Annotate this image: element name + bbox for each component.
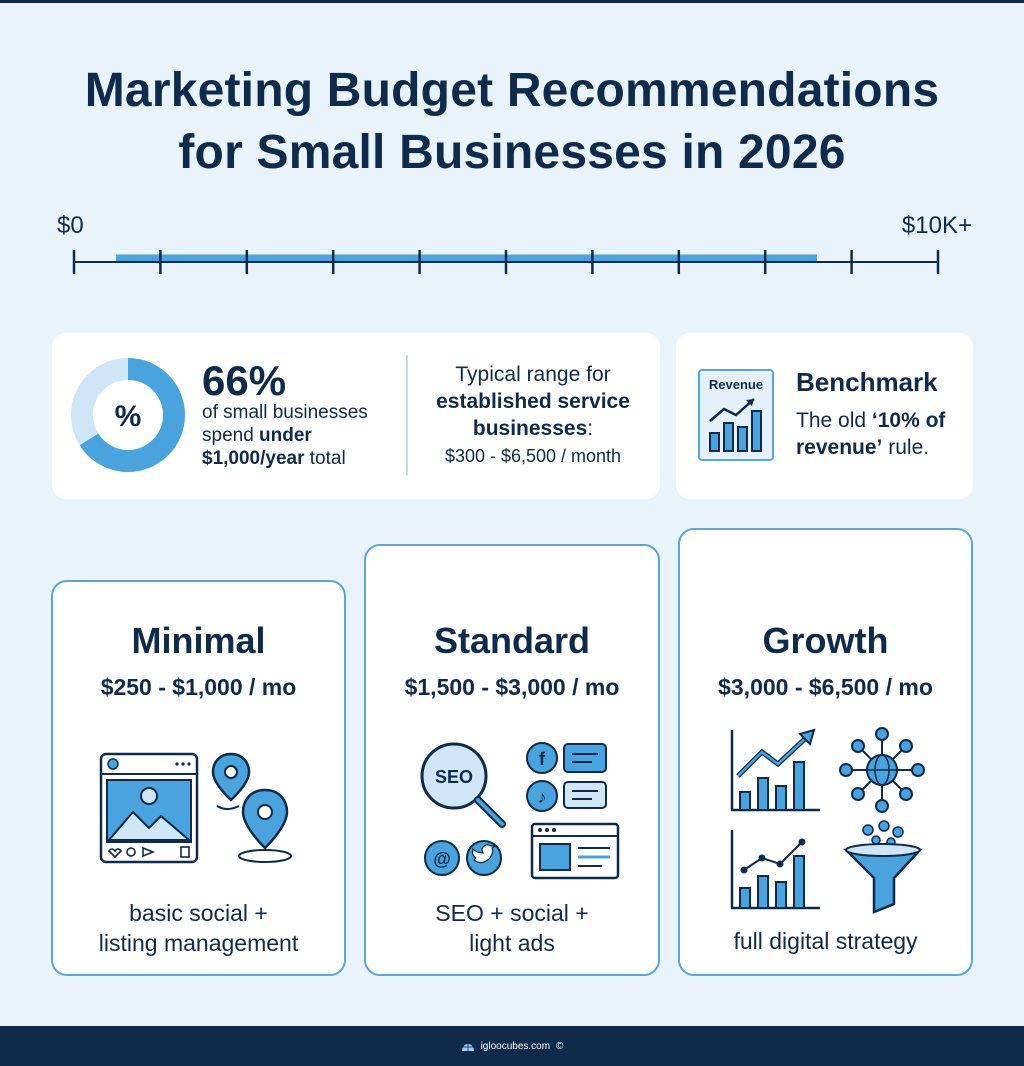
tier-name: Minimal	[131, 620, 266, 661]
twitter-icon	[466, 840, 502, 876]
tier-price: $250 - $1,000 / mo	[100, 674, 297, 700]
svg-text:f: f	[539, 749, 546, 769]
benchmark-description: The old ‘10% of revenue’ rule.	[796, 407, 966, 461]
range-line-1: Typical range for	[455, 363, 611, 386]
range-colon: :	[587, 417, 594, 440]
svg-text:♪: ♪	[538, 787, 547, 807]
funnel-icon	[842, 820, 923, 914]
stat-percentage: 66%	[202, 357, 287, 404]
stat-divider	[406, 355, 408, 475]
stat-desc-pre: of small businesses spend	[202, 402, 368, 446]
range-bold: established service businesses	[436, 390, 630, 440]
tier-desc-line-2: listing management	[98, 930, 299, 956]
footer-bar: igloocubes.com ©	[0, 1026, 1024, 1066]
stat-description: of small businesses spend under $1,000/ye…	[202, 401, 402, 470]
tier-description: full digital strategy	[690, 926, 961, 956]
scale-min-label: $0	[57, 212, 84, 239]
network-globe-icon	[839, 727, 925, 813]
footer-copyright: ©	[556, 1040, 564, 1052]
stat-card: % 66% of small businesses spend under $1,…	[52, 333, 660, 499]
bench-desc-post: rule.	[882, 436, 930, 459]
tier-card-minimal: Minimal $250 - $1,000 / mo basic social …	[51, 580, 346, 976]
seo-social-ads-icon: SEO f ♪ @	[420, 742, 620, 880]
tier-desc-line-1: full digital strategy	[733, 928, 918, 954]
tier-desc-line-1: SEO + social +	[435, 900, 589, 926]
stat-desc-bold-1: under	[259, 425, 312, 446]
tier-card-growth: Growth $3,000 - $6,500 / mo	[678, 528, 973, 976]
range-value: $300 - $6,500 / month	[444, 446, 622, 466]
seo-label: SEO	[435, 767, 473, 787]
threads-icon: @	[424, 840, 460, 876]
stat-desc-post: total	[304, 448, 346, 469]
tier-name: Standard	[433, 620, 591, 661]
growth-chart-icon	[730, 728, 820, 812]
map-pin-icon	[211, 752, 292, 863]
budget-scale	[72, 250, 940, 274]
scale-max-label: $10K+	[901, 212, 972, 239]
top-border	[0, 0, 1024, 3]
stat-desc-bold-2: $1,000/year	[202, 448, 305, 469]
bench-desc-bold: ‘10% of revenue’	[796, 409, 946, 459]
donut-symbol: %	[115, 400, 142, 433]
footer-site-link[interactable]: igloocubes.com	[480, 1040, 551, 1052]
svg-text:@: @	[433, 849, 451, 869]
chat-bubble-icon	[563, 743, 607, 809]
web-ad-icon	[530, 822, 620, 880]
line-bar-chart-icon	[730, 830, 820, 910]
tier-description: SEO + social + light ads	[376, 898, 648, 958]
tier-price: $1,500 - $3,000 / mo	[404, 674, 620, 700]
typical-range: Typical range for established service bu…	[418, 361, 648, 470]
tiktok-icon: ♪	[526, 780, 558, 812]
donut-chart-icon: %	[71, 358, 185, 472]
facebook-icon: f	[526, 742, 558, 774]
revenue-bars-icon	[709, 398, 762, 452]
revenue-chart-icon: Revenue	[698, 369, 774, 461]
benchmark-title: Benchmark	[796, 367, 938, 397]
page-title: Marketing Budget Recommendations for Sma…	[0, 60, 1024, 184]
revenue-icon-label: Revenue	[708, 377, 764, 392]
social-post-icon	[99, 752, 292, 864]
title-line-2: for Small Businesses in 2026	[178, 126, 846, 179]
benchmark-card: Revenue Benchmark The old ‘10% of revenu…	[676, 333, 973, 499]
tier-card-standard: Standard $1,500 - $3,000 / mo SEO f ♪ @	[364, 544, 660, 976]
seo-magnifier-icon: SEO	[420, 742, 506, 828]
tier-desc-line-2: light ads	[469, 930, 555, 956]
tier-price: $3,000 - $6,500 / mo	[718, 674, 933, 700]
tier-name: Growth	[762, 620, 889, 661]
tier-description: basic social + listing management	[63, 898, 334, 958]
title-line-1: Marketing Budget Recommendations	[84, 64, 940, 117]
growth-icons	[730, 727, 925, 914]
donut-arc	[71, 358, 185, 472]
tier-desc-line-1: basic social +	[129, 900, 268, 926]
igloo-logo-icon	[461, 1044, 474, 1051]
bench-desc-pre: The old	[796, 409, 872, 432]
